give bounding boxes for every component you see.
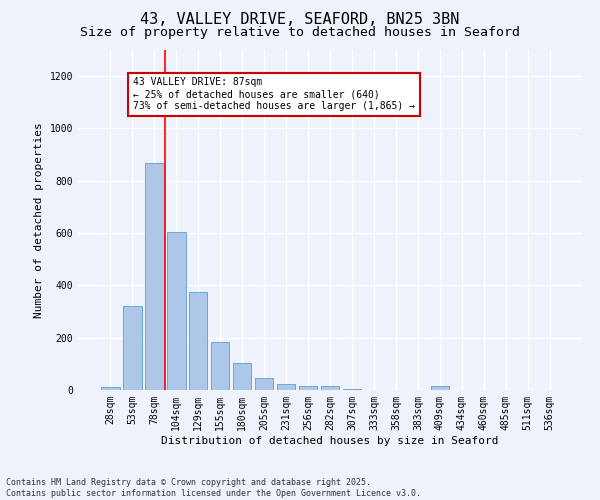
Text: Size of property relative to detached houses in Seaford: Size of property relative to detached ho… — [80, 26, 520, 39]
Bar — [167, 232, 185, 390]
Bar — [299, 386, 317, 390]
Bar — [233, 362, 251, 390]
Text: Contains HM Land Registry data © Crown copyright and database right 2025.
Contai: Contains HM Land Registry data © Crown c… — [6, 478, 421, 498]
Bar — [211, 342, 229, 390]
Bar — [145, 163, 164, 390]
Bar — [343, 388, 361, 390]
Bar — [101, 387, 119, 390]
Bar — [189, 292, 208, 390]
Text: 43 VALLEY DRIVE: 87sqm
← 25% of detached houses are smaller (640)
73% of semi-de: 43 VALLEY DRIVE: 87sqm ← 25% of detached… — [133, 78, 415, 110]
X-axis label: Distribution of detached houses by size in Seaford: Distribution of detached houses by size … — [161, 436, 499, 446]
Bar — [277, 384, 295, 390]
Y-axis label: Number of detached properties: Number of detached properties — [34, 122, 44, 318]
Bar — [255, 378, 274, 390]
Text: 43, VALLEY DRIVE, SEAFORD, BN25 3BN: 43, VALLEY DRIVE, SEAFORD, BN25 3BN — [140, 12, 460, 28]
Bar — [431, 386, 449, 390]
Bar — [320, 386, 340, 390]
Bar — [123, 306, 142, 390]
